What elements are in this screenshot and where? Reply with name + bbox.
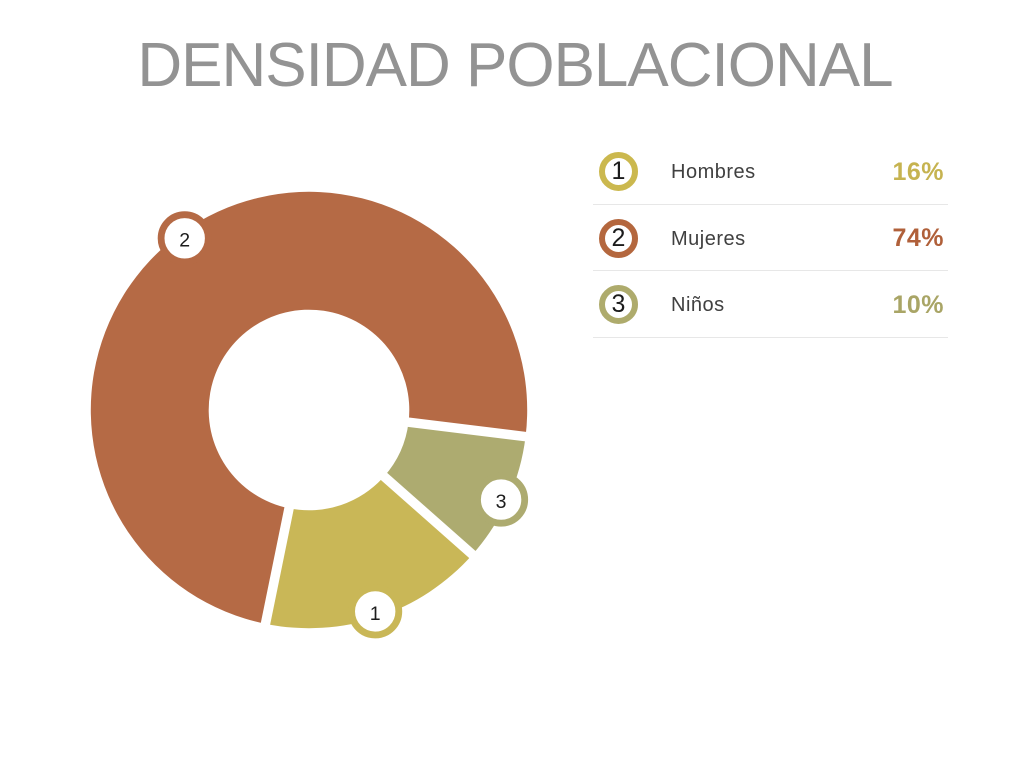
- svg-text:3: 3: [496, 491, 507, 513]
- svg-text:2: 2: [179, 230, 190, 252]
- svg-text:1: 1: [370, 603, 381, 625]
